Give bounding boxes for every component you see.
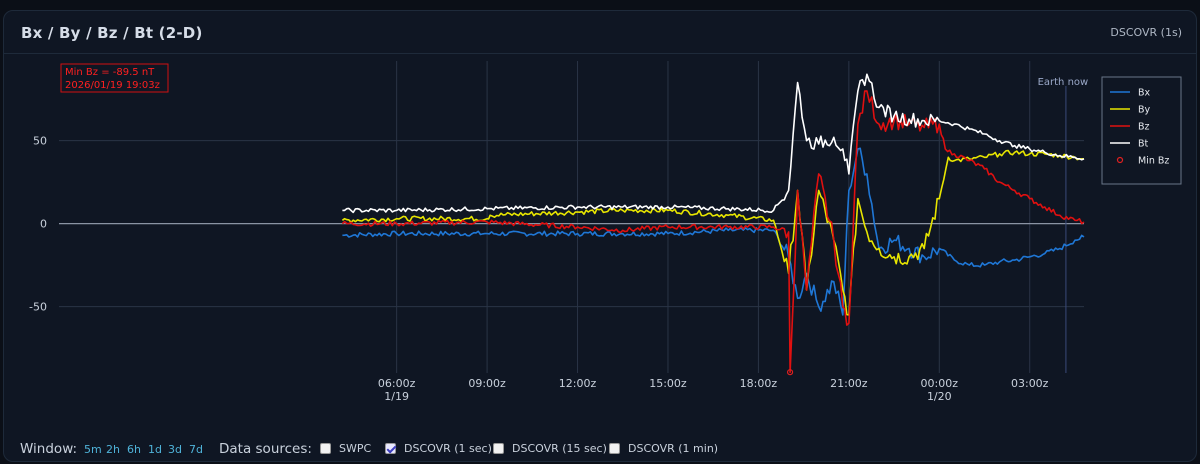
y-tick-label: 0 [40, 218, 47, 231]
min-bz-annotation-value: Min Bz = -89.5 nT [65, 67, 155, 78]
legend-swatch-min-bz [1116, 156, 1124, 164]
x-tick-sublabel: 1/20 [927, 390, 952, 403]
window-1d-button[interactable]: 1d [148, 443, 162, 456]
footer-controls: Window: 5m 2h 6h 1d 3d 7d Data sources: … [4, 433, 1196, 459]
series-line-bx [342, 147, 1085, 316]
chart-panel: Bx / By / Bz / Bt (2-D) DSCOVR (1s) 06:0… [3, 10, 1197, 462]
source-dscovr-1m-option[interactable]: DSCOVR (1 min) [609, 442, 718, 455]
legend-entry-label: Bz [1138, 122, 1150, 133]
dscovr-1s-checkbox[interactable] [385, 443, 396, 454]
earth-now-label: Earth now [1038, 77, 1089, 88]
chart-title: Bx / By / Bz / Bt (2-D) [21, 24, 203, 42]
series-line-by [341, 149, 1085, 316]
min-bz-marker [786, 369, 794, 376]
legend-entry-label: Bt [1138, 139, 1149, 150]
window-label: Window: [20, 441, 78, 457]
dscovr-1m-checkbox[interactable] [609, 443, 620, 454]
x-tick-label: 21:00z [830, 377, 868, 390]
data-sources-label: Data sources: [219, 441, 312, 457]
legend-entry-label: Min Bz [1138, 156, 1169, 167]
x-tick-label: 09:00z [468, 377, 506, 390]
min-bz-annotation-time: 2026/01/19 19:03z [65, 80, 160, 91]
window-2h-button[interactable]: 2h [106, 443, 120, 456]
y-tick-label: -50 [29, 301, 47, 314]
source-dscovr-15s-label: DSCOVR (15 sec) [512, 442, 607, 455]
x-tick-sublabel: 1/19 [384, 390, 409, 403]
legend-entry-label: By [1138, 105, 1151, 116]
series-line-bt [342, 73, 1085, 214]
x-tick-label: 03:00z [1011, 377, 1049, 390]
series-line-bz [341, 90, 1085, 373]
dscovr-15s-checkbox[interactable] [493, 443, 504, 454]
source-dscovr-15s-option[interactable]: DSCOVR (15 sec) [493, 442, 607, 455]
y-tick-label: 50 [33, 135, 47, 148]
x-tick-label: 00:00z [921, 377, 959, 390]
swpc-checkbox[interactable] [320, 443, 331, 454]
window-5m-button[interactable]: 5m [84, 443, 102, 456]
window-3d-button[interactable]: 3d [168, 443, 182, 456]
x-tick-label: 15:00z [649, 377, 687, 390]
source-label: DSCOVR (1s) [1110, 26, 1182, 39]
source-dscovr-1m-label: DSCOVR (1 min) [628, 442, 719, 455]
source-swpc-label: SWPC [339, 442, 372, 455]
source-dscovr-1s-option[interactable]: DSCOVR (1 sec) [385, 442, 492, 455]
x-tick-label: 18:00z [740, 377, 778, 390]
window-6h-button[interactable]: 6h [127, 443, 141, 456]
legend-box [1101, 76, 1182, 185]
legend: Bx By Bz Bt Min Bz [1101, 76, 1182, 185]
legend-entry-label: Bx [1138, 88, 1151, 99]
panel-header: Bx / By / Bz / Bt (2-D) DSCOVR (1s) [4, 11, 1196, 54]
x-tick-label: 06:00z [378, 377, 416, 390]
x-tick-label: 12:00z [559, 377, 597, 390]
min-bz-annotation-box [60, 63, 169, 93]
source-swpc-option[interactable]: SWPC [320, 442, 371, 455]
source-dscovr-1s-label: DSCOVR (1 sec) [404, 442, 492, 455]
window-7d-button[interactable]: 7d [189, 443, 203, 456]
